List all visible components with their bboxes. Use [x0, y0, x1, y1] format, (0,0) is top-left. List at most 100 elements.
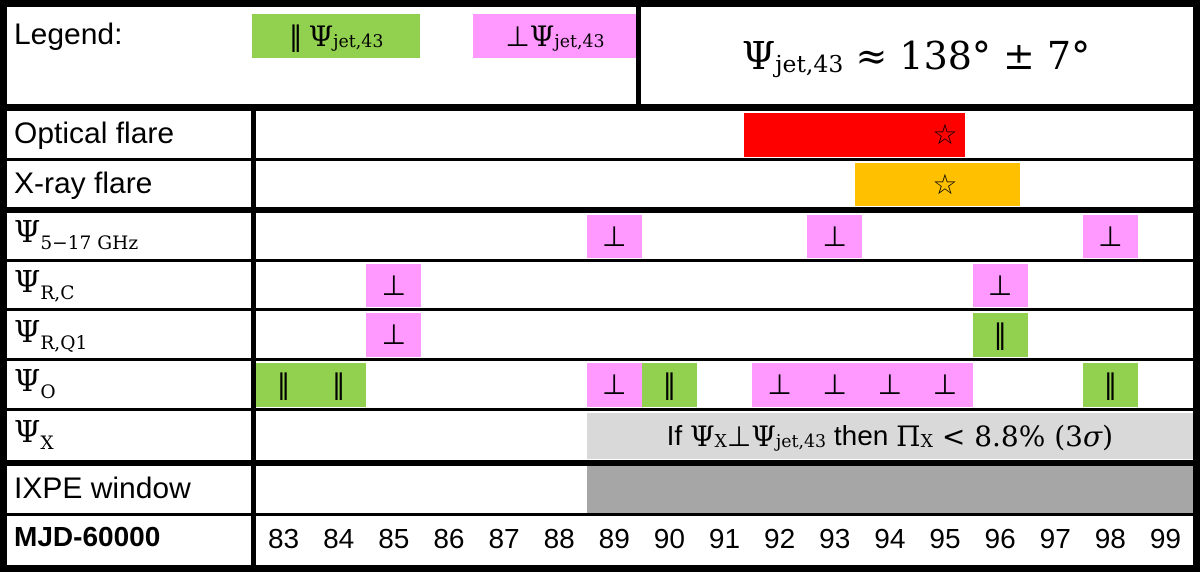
- perp-symbol: ⊥: [602, 219, 627, 253]
- mjd-tick-label: 87: [488, 523, 520, 554]
- psi-subscript: O: [40, 381, 56, 403]
- border-bottom: [0, 565, 1200, 572]
- perp-marker: [752, 363, 973, 407]
- mjd-tick-label: 98: [1094, 523, 1126, 554]
- legend-psi: Ψ: [529, 19, 555, 53]
- divider-legend: [0, 104, 1200, 111]
- perp-symbol: ⊥: [602, 368, 627, 401]
- note-close: ): [1102, 419, 1114, 453]
- mjd-tick-label: 91: [708, 523, 741, 554]
- mjd-tick-label: 89: [598, 523, 630, 554]
- optical-flare-peak-star-icon: ☆: [932, 118, 958, 151]
- perp-symbol: ⊥: [877, 368, 903, 401]
- xray-note-background: [586, 413, 1193, 459]
- row-label-ixpe-window: IXPE window: [14, 472, 191, 505]
- perp-symbol: ⊥: [822, 368, 847, 401]
- note-perp: ⊥: [726, 420, 752, 452]
- divider: [0, 158, 1200, 161]
- mjd-tick-label: 99: [1149, 523, 1182, 554]
- mjd-tick-label: 94: [874, 523, 906, 554]
- mjd-tick-label: 95: [929, 523, 961, 554]
- perp-marker: [586, 215, 642, 258]
- parallel-symbol: ∥: [1103, 368, 1118, 401]
- perp-marker: [366, 264, 422, 307]
- note-then: then: [826, 420, 897, 451]
- row-label-optical-flare: Optical flare: [14, 117, 175, 150]
- mjd-tick-label: 90: [653, 523, 685, 554]
- mjd-tick-label: 93: [819, 523, 851, 554]
- note-limit: < 8.8% (3: [932, 419, 1083, 453]
- row-label-psi-rq1: ΨR,Q1: [14, 315, 87, 353]
- psi-symbol: Ψ: [14, 215, 41, 250]
- parallel-marker: [1082, 363, 1138, 407]
- row-label-psi-optical: ΨO: [14, 364, 56, 402]
- parallel-marker: [256, 363, 367, 407]
- parallel-symbol: ∥: [331, 368, 346, 401]
- divider: [0, 460, 1200, 466]
- divider-label-column: [251, 108, 256, 568]
- parallel-symbol: ∥: [662, 368, 677, 401]
- border-top: [0, 0, 1200, 7]
- angle-psi: Ψ: [741, 34, 776, 78]
- legend-psi: Ψ: [308, 19, 334, 53]
- note-prefix: If: [666, 420, 690, 451]
- divider: [0, 207, 1200, 213]
- row-label-xray-flare: X-ray flare: [14, 167, 153, 200]
- note-psi-jet-sub: jet,43: [775, 432, 827, 453]
- divider: [0, 408, 1200, 411]
- perp-symbol: ⊥: [381, 318, 406, 351]
- note-psi-jet: Ψ: [751, 419, 776, 453]
- perp-symbol: ⊥: [381, 268, 406, 302]
- perp-symbol: ⊥: [767, 368, 792, 401]
- legend-label: Legend:: [14, 18, 123, 51]
- angle-psi-sub: jet,43: [775, 50, 844, 79]
- psi-subscript: R,Q1: [40, 332, 88, 354]
- mjd-tick-label: 86: [433, 523, 465, 554]
- parallel-marker: [641, 363, 697, 407]
- mjd-tick-label: 97: [1039, 523, 1071, 554]
- divider: [0, 513, 1200, 516]
- row-label-mjd: MJD-60000: [14, 521, 161, 552]
- perp-marker: [807, 215, 863, 258]
- ixpe-window-bar: [586, 466, 1193, 513]
- parallel-symbol: ∥: [993, 318, 1008, 351]
- perp-marker: [586, 363, 642, 407]
- psi-subscript: 5−17 GHz: [40, 232, 139, 254]
- xray-flare-bar: [854, 163, 1020, 206]
- mjd-tick-label: 96: [984, 523, 1016, 554]
- psi-subscript: R,C: [40, 282, 75, 304]
- mjd-tick-label: 88: [543, 523, 575, 554]
- perp-symbol: ⊥: [932, 368, 958, 401]
- border-left: [0, 0, 7, 572]
- perp-marker: [972, 264, 1028, 307]
- psi-subscript: X: [40, 432, 54, 454]
- note-sigma: σ: [1082, 419, 1103, 453]
- divider: [0, 308, 1200, 311]
- parallel-marker: [972, 313, 1028, 357]
- psi-symbol: Ψ: [14, 364, 41, 399]
- divider-legend-vertical: [636, 0, 641, 108]
- legend-psi-sub: jet,43: [333, 32, 384, 53]
- perp-symbol: ⊥: [987, 268, 1013, 302]
- border-right: [1193, 0, 1200, 572]
- perp-symbol: ⊥: [505, 20, 530, 52]
- divider: [0, 259, 1200, 262]
- divider: [0, 358, 1200, 361]
- parallel-symbol: ∥: [288, 20, 303, 52]
- angle-value: ≈ 138° ± 7°: [843, 34, 1091, 78]
- mjd-tick-label: 83: [267, 523, 300, 554]
- xray-flare-peak-star-icon: ☆: [932, 167, 958, 201]
- note-psi-x: Ψ: [689, 419, 715, 453]
- psi-symbol: Ψ: [14, 315, 41, 350]
- row-label-psi-xray: ΨX: [14, 415, 54, 453]
- perp-marker: [366, 313, 422, 357]
- legend-psi-sub: jet,43: [554, 32, 605, 53]
- psi-symbol: Ψ: [14, 415, 41, 450]
- perp-marker: [1082, 215, 1138, 258]
- parallel-symbol: ∥: [276, 368, 291, 401]
